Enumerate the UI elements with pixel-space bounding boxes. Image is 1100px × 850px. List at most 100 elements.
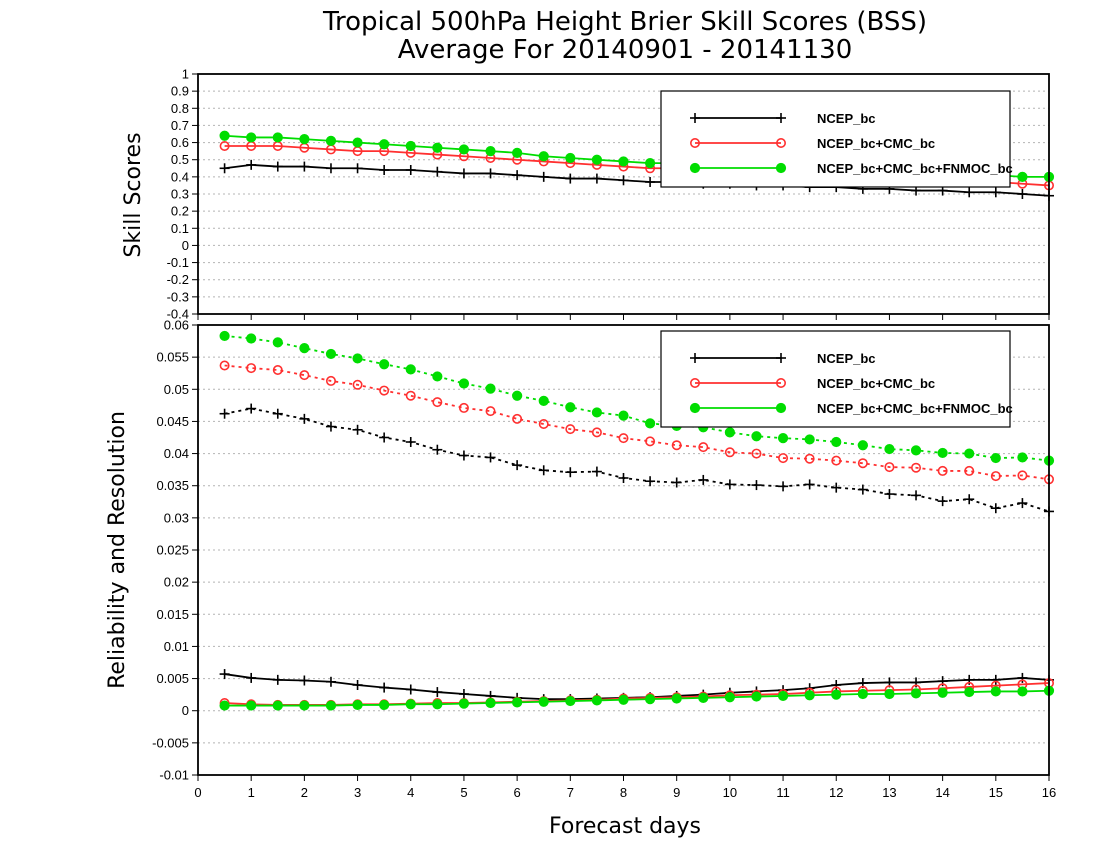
- data-point: [219, 408, 230, 419]
- data-point: [458, 168, 469, 179]
- data-point: [778, 481, 789, 492]
- data-point: [671, 440, 682, 451]
- x-tick-label: 5: [460, 785, 467, 800]
- data-point: [325, 676, 336, 687]
- data-point: [325, 163, 336, 174]
- legend-marker: [775, 138, 786, 149]
- data-point: [751, 480, 762, 491]
- data-point: [884, 489, 895, 500]
- data-point: [884, 462, 895, 473]
- data-point: [751, 431, 762, 442]
- data-point: [990, 471, 1001, 482]
- data-point: [804, 479, 815, 490]
- data-point: [591, 173, 602, 184]
- data-point: [272, 700, 283, 711]
- data-point: [831, 482, 842, 493]
- data-point: [219, 141, 230, 152]
- data-point: [884, 443, 895, 455]
- data-point: [804, 434, 815, 445]
- legend-label: NCEP_bc: [817, 351, 876, 366]
- legend-marker: [776, 353, 786, 363]
- x-tick-label: 11: [776, 785, 790, 800]
- data-point: [458, 689, 469, 699]
- data-point: [990, 452, 1001, 464]
- data-point: [352, 379, 363, 390]
- data-point: [432, 166, 443, 177]
- data-point: [724, 692, 735, 703]
- x-tick-label: 3: [354, 785, 361, 800]
- data-point: [246, 132, 257, 143]
- legend-marker: [689, 138, 700, 149]
- data-point: [1017, 470, 1028, 481]
- legend-label: NCEP_bc: [817, 111, 876, 126]
- legend-box: [660, 90, 1011, 188]
- data-point: [219, 330, 230, 342]
- data-point: [512, 147, 523, 158]
- y-tick-label: 0.1: [171, 221, 189, 236]
- data-point: [698, 692, 709, 703]
- data-point: [325, 421, 336, 432]
- y-tick-label: -0.01: [159, 768, 189, 783]
- legend-marker: [689, 402, 701, 414]
- data-point: [1017, 498, 1028, 509]
- legend-box: [660, 330, 1011, 428]
- data-point: [325, 135, 337, 146]
- data-point: [299, 161, 310, 172]
- data-point: [937, 447, 948, 459]
- data-point: [458, 144, 470, 155]
- data-point: [299, 134, 310, 145]
- data-point: [804, 453, 815, 464]
- data-point: [432, 444, 443, 455]
- data-point: [458, 698, 470, 709]
- data-point: [1017, 672, 1028, 683]
- y-tick-label: 0: [182, 238, 189, 253]
- x-axis-label: Forecast days: [549, 814, 701, 839]
- data-point: [964, 465, 975, 476]
- chart-title-line2: Average For 20140901 - 20141130: [398, 35, 853, 65]
- plot-frame: [197, 73, 1050, 315]
- y-tick-label: 0: [182, 703, 189, 718]
- data-point: [698, 474, 709, 485]
- data-point: [272, 408, 283, 419]
- data-point: [405, 165, 416, 175]
- data-point: [565, 402, 576, 413]
- data-point: [778, 453, 789, 464]
- data-point: [618, 410, 629, 421]
- data-point: [299, 413, 310, 424]
- data-point: [272, 364, 283, 375]
- data-point: [618, 175, 629, 186]
- x-tick-label: 14: [935, 785, 949, 800]
- data-point: [485, 383, 496, 394]
- data-point: [485, 406, 496, 417]
- x-tick-label: 9: [673, 785, 680, 800]
- data-point: [512, 460, 523, 471]
- data-point: [538, 696, 549, 707]
- legend-marker: [689, 377, 700, 388]
- data-point: [485, 452, 496, 463]
- data-point: [565, 173, 576, 184]
- data-point: [910, 445, 922, 456]
- y-tick-label: 0.045: [156, 414, 189, 429]
- data-point: [777, 690, 789, 702]
- y-tick-label: 0.005: [156, 671, 189, 686]
- y-tick-label: 0.01: [164, 639, 189, 654]
- data-point: [272, 161, 283, 172]
- data-point: [379, 699, 390, 711]
- data-point: [565, 695, 576, 707]
- data-point: [246, 363, 257, 374]
- data-point: [751, 448, 762, 459]
- data-point: [272, 337, 283, 348]
- legend-marker: [690, 353, 700, 363]
- y-tick-label: 0.2: [171, 204, 189, 219]
- y-tick-label: 0.03: [164, 510, 189, 525]
- data-point: [990, 503, 1001, 514]
- data-point: [565, 424, 576, 435]
- data-point: [219, 163, 230, 174]
- data-point: [219, 130, 230, 141]
- data-point: [751, 691, 762, 702]
- data-point: [379, 165, 390, 175]
- data-point: [990, 187, 1001, 198]
- y-tick-label: 0.4: [171, 169, 189, 184]
- legend-label: NCEP_bc+CMC_bc: [817, 136, 935, 151]
